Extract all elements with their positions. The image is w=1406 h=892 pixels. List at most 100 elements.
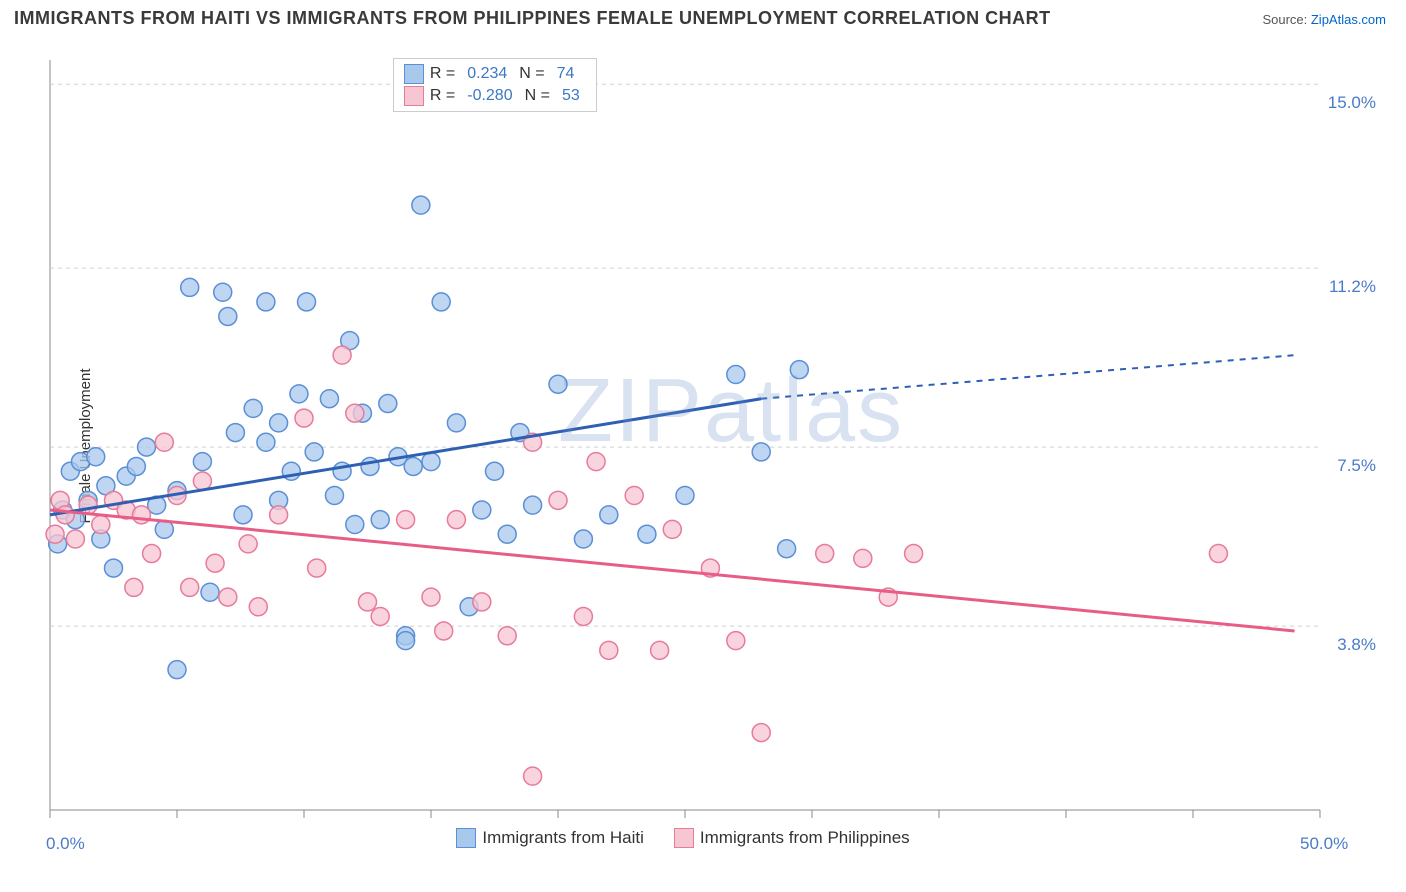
legend-r-label: R =: [430, 85, 455, 107]
data-point-philippines: [371, 607, 389, 625]
legend-row-haiti: R = 0.234 N = 74: [404, 63, 586, 85]
legend-r-value: 0.234: [461, 63, 513, 85]
data-point-philippines: [270, 506, 288, 524]
data-point-philippines: [854, 549, 872, 567]
y-tick-label: 3.8%: [1337, 635, 1376, 654]
data-point-haiti: [127, 457, 145, 475]
x-axis-max-label: 50.0%: [1300, 834, 1348, 854]
data-point-philippines: [92, 516, 110, 534]
data-point-haiti: [346, 516, 364, 534]
data-point-haiti: [201, 583, 219, 601]
legend-item-philippines: Immigrants from Philippines: [674, 828, 910, 848]
data-point-philippines: [435, 622, 453, 640]
data-point-philippines: [625, 486, 643, 504]
data-point-haiti: [574, 530, 592, 548]
data-point-philippines: [600, 641, 618, 659]
data-point-haiti: [325, 486, 343, 504]
data-point-philippines: [1209, 545, 1227, 563]
data-point-philippines: [155, 433, 173, 451]
data-point-philippines: [905, 545, 923, 563]
data-point-philippines: [239, 535, 257, 553]
data-point-philippines: [574, 607, 592, 625]
data-point-philippines: [219, 588, 237, 606]
data-point-philippines: [125, 578, 143, 596]
data-point-haiti: [473, 501, 491, 519]
data-point-haiti: [226, 424, 244, 442]
data-point-philippines: [524, 767, 542, 785]
legend-item-haiti: Immigrants from Haiti: [456, 828, 644, 848]
data-point-philippines: [79, 496, 97, 514]
data-point-haiti: [234, 506, 252, 524]
data-point-philippines: [333, 346, 351, 364]
data-point-haiti: [214, 283, 232, 301]
data-point-haiti: [181, 278, 199, 296]
trend-line-haiti: [50, 399, 761, 515]
data-point-haiti: [219, 307, 237, 325]
data-point-philippines: [727, 632, 745, 650]
data-point-haiti: [549, 375, 567, 393]
data-point-haiti: [244, 399, 262, 417]
scatter-plot: 3.8%7.5%11.2%15.0%: [0, 0, 1406, 892]
legend-swatch-philippines: [404, 86, 424, 106]
data-point-philippines: [752, 724, 770, 742]
legend-label-philippines: Immigrants from Philippines: [700, 828, 910, 848]
data-point-haiti: [320, 390, 338, 408]
x-axis-min-label: 0.0%: [46, 834, 85, 854]
data-point-haiti: [379, 395, 397, 413]
data-point-haiti: [524, 496, 542, 514]
data-point-haiti: [676, 486, 694, 504]
data-point-haiti: [397, 632, 415, 650]
data-point-philippines: [181, 578, 199, 596]
data-point-philippines: [46, 525, 64, 543]
data-point-philippines: [66, 530, 84, 548]
data-point-philippines: [816, 545, 834, 563]
data-point-philippines: [549, 491, 567, 509]
data-point-philippines: [663, 520, 681, 538]
correlation-legend: R = 0.234 N = 74 R = -0.280 N = 53: [393, 58, 597, 112]
data-point-haiti: [727, 366, 745, 384]
data-point-haiti: [432, 293, 450, 311]
data-point-philippines: [143, 545, 161, 563]
data-point-philippines: [295, 409, 313, 427]
data-point-haiti: [270, 414, 288, 432]
data-point-haiti: [404, 457, 422, 475]
data-point-philippines: [193, 472, 211, 490]
data-point-philippines: [498, 627, 516, 645]
legend-n-label: N =: [525, 85, 550, 107]
y-tick-label: 15.0%: [1328, 93, 1376, 112]
data-point-philippines: [359, 593, 377, 611]
data-point-philippines: [249, 598, 267, 616]
data-point-haiti: [105, 559, 123, 577]
trend-line-haiti-dash: [761, 355, 1294, 399]
data-point-haiti: [752, 443, 770, 461]
data-point-philippines: [651, 641, 669, 659]
data-point-haiti: [371, 511, 389, 529]
data-point-philippines: [397, 511, 415, 529]
legend-swatch-haiti: [404, 64, 424, 84]
data-point-haiti: [422, 453, 440, 471]
legend-swatch-philippines: [674, 828, 694, 848]
data-point-haiti: [193, 453, 211, 471]
data-point-haiti: [257, 433, 275, 451]
data-point-haiti: [298, 293, 316, 311]
data-point-philippines: [346, 404, 364, 422]
data-point-haiti: [168, 661, 186, 679]
legend-label-haiti: Immigrants from Haiti: [482, 828, 644, 848]
data-point-philippines: [132, 506, 150, 524]
data-point-philippines: [447, 511, 465, 529]
data-point-haiti: [412, 196, 430, 214]
data-point-haiti: [87, 448, 105, 466]
y-tick-label: 11.2%: [1329, 277, 1376, 296]
series-legend: Immigrants from Haiti Immigrants from Ph…: [456, 828, 909, 848]
data-point-philippines: [422, 588, 440, 606]
legend-n-label: N =: [519, 63, 544, 85]
data-point-haiti: [447, 414, 465, 432]
data-point-haiti: [486, 462, 504, 480]
data-point-philippines: [206, 554, 224, 572]
data-point-haiti: [790, 361, 808, 379]
legend-row-philippines: R = -0.280 N = 53: [404, 85, 586, 107]
data-point-haiti: [600, 506, 618, 524]
legend-n-value: 74: [551, 63, 581, 85]
data-point-philippines: [587, 453, 605, 471]
legend-r-label: R =: [430, 63, 455, 85]
